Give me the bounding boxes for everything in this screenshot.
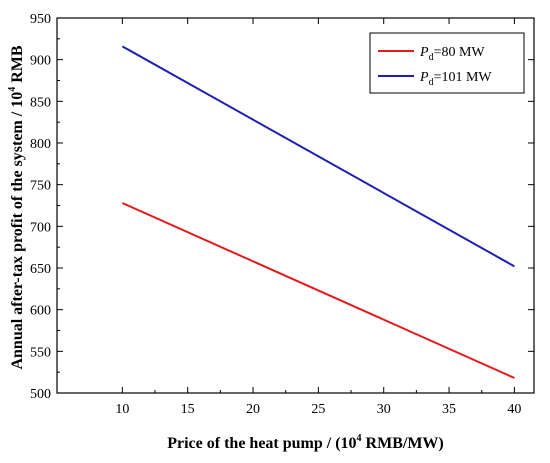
x-tick-label: 40 — [507, 402, 521, 417]
legend-box — [369, 32, 525, 94]
x-axis-label: Price of the heat pump / (104 RMB/MW) — [167, 433, 444, 452]
series-line-0 — [121, 202, 515, 379]
x-tick-label: 15 — [181, 402, 195, 417]
legend-label-0: Pd=80 MW — [419, 45, 485, 63]
y-tick-label: 550 — [30, 345, 51, 360]
x-tick-label: 25 — [311, 402, 325, 417]
y-tick-label: 500 — [30, 387, 51, 402]
y-tick-label: 850 — [30, 95, 51, 110]
y-tick-label: 950 — [30, 12, 51, 27]
x-tick-label: 35 — [442, 402, 456, 417]
axes: 10 15 20 25 30 35 40 500 550 600 650 700 750 800 850 90… — [30, 12, 535, 417]
y-axis-label: Annual after-tax profit of the system / … — [7, 45, 26, 369]
y-tick-label: 600 — [30, 304, 51, 319]
x-tick-label: 20 — [246, 402, 260, 417]
y-tick-label: 700 — [30, 220, 51, 235]
legend: Pd=80 MW Pd=101 MW — [369, 32, 525, 94]
legend-label-1: Pd=101 MW — [419, 70, 492, 88]
y-tick-label: 800 — [30, 137, 51, 152]
y-tick-label: 750 — [30, 179, 51, 194]
x-tick-label: 10 — [115, 402, 129, 417]
series-line-1 — [121, 45, 515, 268]
y-tick-label: 650 — [30, 262, 51, 277]
y-tick-label: 900 — [30, 54, 51, 69]
series-lines — [121, 45, 515, 379]
x-tick-label: 30 — [377, 402, 391, 417]
